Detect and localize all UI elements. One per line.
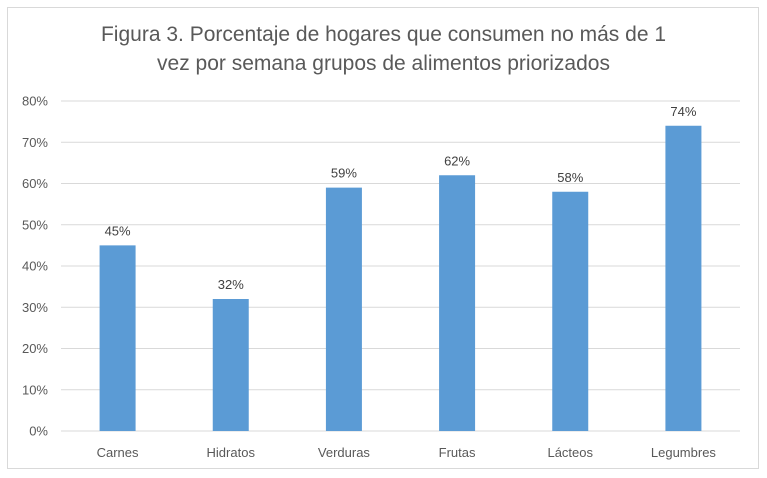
chart-title-line-2: vez por semana grupos de alimentos prior… [157,52,610,75]
y-tick-label: 80% [22,94,48,109]
bar [552,191,589,431]
y-tick-label: 70% [22,135,48,150]
x-tick-label: Legumbres [651,445,717,460]
data-label: 45% [105,223,131,238]
y-tick-label: 0% [29,424,48,439]
x-tick-label: Hidratos [207,445,256,460]
bar [325,187,362,431]
bar [212,299,249,431]
bar [665,125,702,431]
data-label: 58% [557,170,583,185]
x-tick-label: Carnes [97,445,139,460]
y-tick-label: 10% [22,382,48,397]
y-tick-label: 50% [22,217,48,232]
chart-frame [7,7,759,469]
data-label: 59% [331,166,357,181]
x-tick-label: Verduras [318,445,371,460]
data-label: 74% [670,104,696,119]
data-label: 32% [218,277,244,292]
y-tick-label: 30% [22,300,48,315]
chart-title: Figura 3. Porcentaje de hogares que cons… [0,20,767,78]
chart-title-line-1: Figura 3. Porcentaje de hogares que cons… [100,23,667,46]
x-tick-label: Frutas [439,445,476,460]
x-tick-label: Lácteos [547,445,593,460]
bar [99,245,136,431]
data-label: 62% [444,153,470,168]
y-tick-label: 40% [22,259,48,274]
y-tick-label: 60% [22,176,48,191]
bar [439,175,476,431]
y-tick-label: 20% [22,341,48,356]
